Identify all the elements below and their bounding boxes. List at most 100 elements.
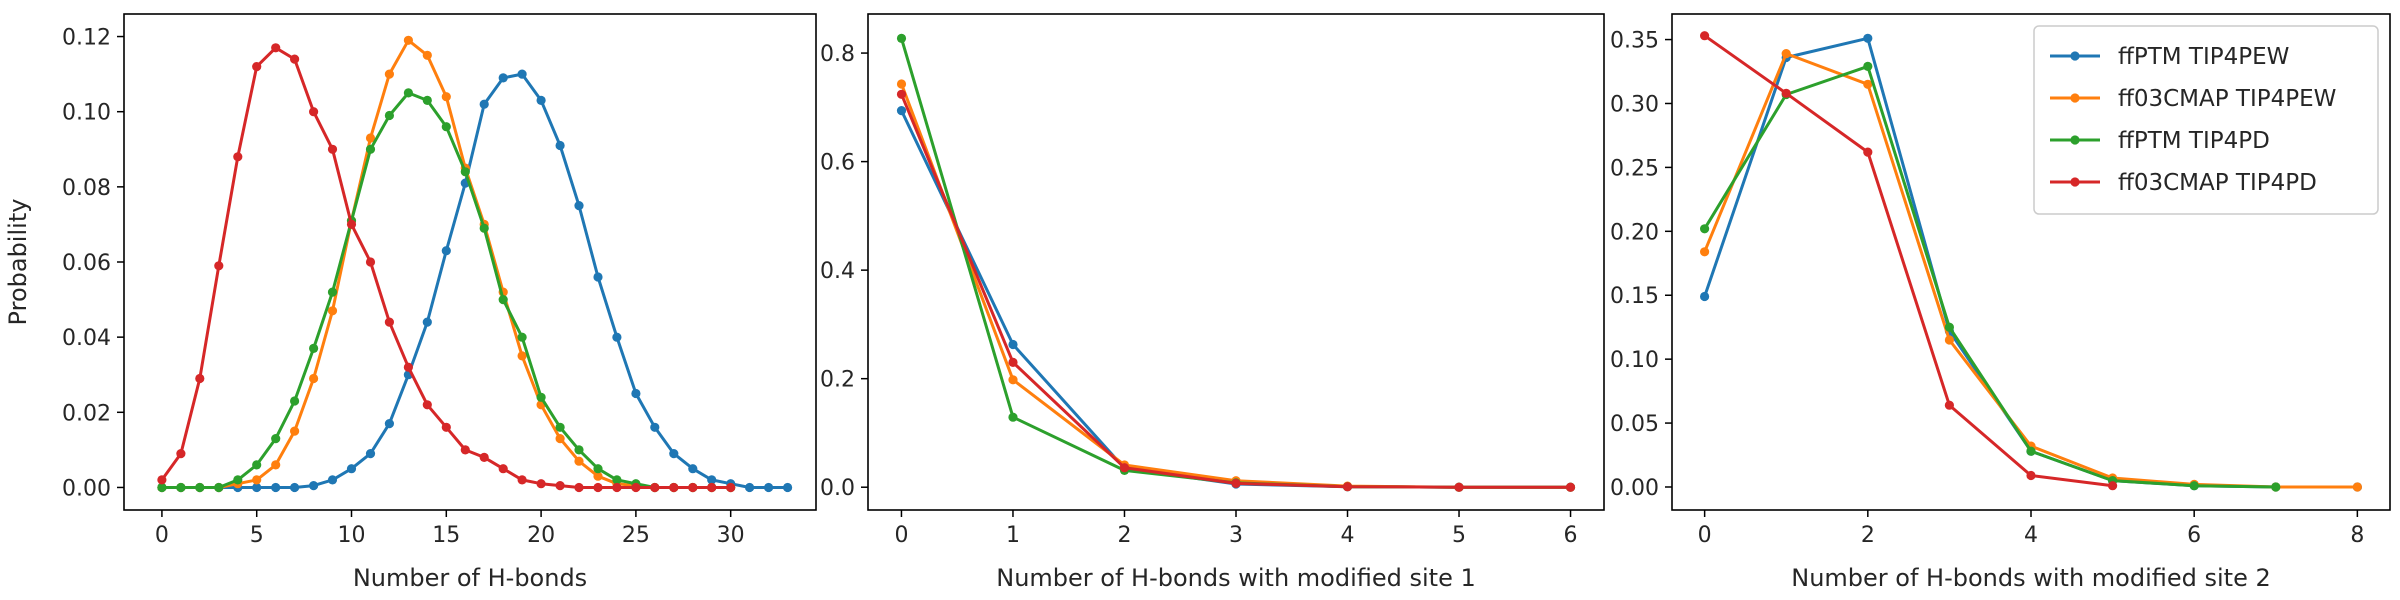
data-point [403,88,413,98]
data-point [384,419,394,429]
data-point [214,482,224,493]
y-tick-label: 0.30 [1610,92,1659,117]
series-1-1 [157,69,793,493]
y-tick-label: 0.4 [820,259,855,284]
data-point [593,464,603,474]
data-point [252,62,262,72]
data-point [252,482,262,493]
x-tick-label: 30 [717,523,745,548]
legend-entry: ffPTM TIP4PD [2118,128,2270,154]
legend-box [2033,25,2379,215]
data-point [271,434,281,444]
axes-frame [867,13,1605,511]
data-point [1454,482,1464,492]
data-point [517,351,527,361]
data-point [536,392,546,402]
data-point [707,475,717,485]
data-point [384,317,394,327]
series-line [900,37,1571,489]
data-point [384,69,394,79]
data-point [669,482,679,493]
series-line [1703,34,2113,488]
data-point [498,464,508,474]
data-point [593,482,603,493]
legend-marker [2070,51,2080,61]
y-tick-label: 0.25 [1610,156,1659,181]
data-point [555,422,565,432]
x-tick-label: 0 [155,523,169,548]
data-point [1700,247,1710,257]
data-point [290,482,300,493]
x-axis-label: Number of H-bonds with modified site 1 [996,564,1476,592]
panel-3: 0 2 4 6 8 0.00 0.05 0.10 0.15 0.20 0.25 0.30 0.35 Num… [1610,13,2391,592]
data-point [1781,88,1791,98]
data-point [574,482,584,493]
data-point [441,246,451,256]
y-tick-label: 0.10 [1610,348,1659,373]
x-tick-label: 4 [1341,523,1355,548]
y-tick-label: 0.2 [820,368,855,393]
data-point [252,475,262,485]
data-point [365,133,376,143]
data-point [309,373,319,384]
data-point [783,482,793,493]
data-point [631,388,641,399]
data-point [157,475,167,485]
x-axis-label: Number of H-bonds [353,564,587,592]
data-point [517,332,527,342]
data-point [726,482,736,493]
y-tick-label: 0.35 [1610,29,1659,54]
data-point [593,471,603,481]
data-point [1119,463,1130,473]
data-point [195,373,205,384]
data-point [896,89,907,99]
series-4-2 [896,89,1576,492]
data-point [536,95,546,105]
x-tick-label: 2 [1861,523,1875,548]
legend-entry: ffPTM TIP4PEW [2118,44,2289,70]
data-point [327,475,338,485]
data-point [2108,481,2118,491]
data-point [479,452,489,462]
data-point [707,482,717,493]
data-point [650,422,660,432]
data-point [365,257,376,267]
data-point [574,445,584,455]
y-tick-label: 0.00 [62,476,111,501]
data-point [214,261,224,271]
data-point [1944,322,1954,332]
data-point [688,464,698,474]
x-tick-label: 25 [622,523,650,548]
data-point [536,479,546,489]
x-tick-label: 3 [1229,523,1243,548]
x-tick-label: 6 [2187,523,2201,548]
data-point [479,223,489,233]
data-point [290,396,300,406]
legend-entry: ff03CMAP TIP4PEW [2118,86,2336,112]
data-point [346,219,357,229]
data-point [764,482,774,493]
data-point [574,456,584,466]
y-tick-label: 0.6 [820,151,855,176]
data-point [896,106,907,116]
data-point [498,295,508,305]
data-point [612,332,622,342]
y-tick-label: 0.20 [1610,220,1659,245]
data-point [1863,147,1873,157]
data-point [327,144,338,154]
data-point [460,445,470,455]
data-point [1342,482,1353,492]
data-point [650,482,660,493]
legend-marker [2070,93,2080,103]
data-point [1231,478,1241,488]
data-point [1944,400,1954,410]
series-line [900,93,1571,489]
data-point [422,50,432,60]
x-tick-label: 4 [2024,523,2038,548]
data-point [233,152,243,162]
series-line [160,46,731,489]
x-tick-label: 2 [1117,523,1131,548]
legend-marker [2070,177,2080,187]
data-point [1565,482,1576,492]
